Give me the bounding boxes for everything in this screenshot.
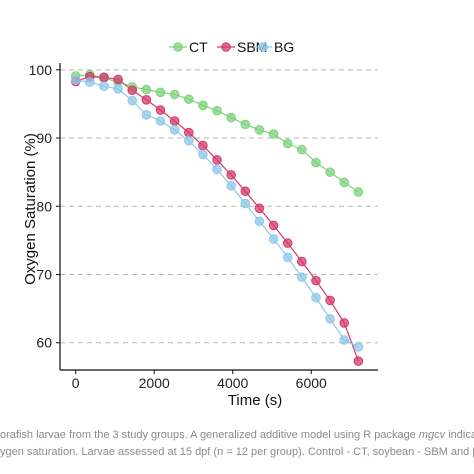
data-point-ct	[169, 89, 180, 100]
data-point-ct	[155, 87, 166, 98]
legend-item-sbm: SBM	[217, 39, 267, 55]
legend-marker-sbm	[221, 42, 231, 52]
data-point-ct	[226, 112, 236, 123]
data-point-sbm	[325, 295, 335, 306]
data-point-bg	[325, 314, 335, 324]
series-points-sbm	[70, 71, 364, 366]
data-point-ct	[240, 119, 251, 130]
data-point-sbm	[155, 105, 166, 115]
data-point-sbm	[198, 140, 208, 151]
legend-marker-bg	[258, 42, 268, 52]
data-point-sbm	[169, 116, 180, 126]
series-points-bg	[70, 75, 364, 352]
series-line-bg	[75, 79, 359, 348]
data-point-bg	[183, 135, 194, 146]
data-point-bg	[212, 164, 222, 175]
data-point-ct	[353, 187, 364, 197]
data-point-bg	[99, 81, 109, 91]
legend-marker-ct	[173, 42, 183, 52]
x-axis-label: Time (s)	[228, 392, 282, 409]
data-point-bg	[254, 216, 265, 227]
legend-item-ct: CT	[169, 39, 208, 55]
series-line-sbm	[75, 75, 359, 362]
caption-text: orafish larvae from the 3 study groups. …	[0, 429, 419, 441]
data-point-sbm	[353, 356, 364, 366]
data-point-bg	[127, 95, 138, 106]
grid-lines	[60, 69, 378, 344]
data-point-bg	[113, 84, 123, 94]
data-point-sbm	[212, 155, 222, 165]
figure-caption-line-2: ygen saturation. Larvae assessed at 15 d…	[0, 446, 474, 458]
data-point-sbm	[183, 127, 194, 138]
data-point-bg	[311, 292, 321, 303]
data-point-ct	[297, 144, 307, 155]
x-tick-label: 4000	[217, 375, 248, 391]
data-point-sbm	[99, 72, 109, 83]
y-tick-label: 70	[36, 266, 52, 282]
data-point-bg	[141, 110, 152, 120]
data-point-ct	[311, 157, 321, 168]
data-point-sbm	[339, 318, 350, 328]
data-point-bg	[268, 234, 279, 244]
data-point-sbm	[268, 220, 279, 231]
data-point-ct	[282, 138, 293, 149]
data-point-ct	[325, 167, 335, 177]
figure-caption-line-1: orafish larvae from the 3 study groups. …	[0, 429, 474, 441]
data-point-bg	[155, 116, 166, 126]
series-bg	[75, 79, 359, 348]
data-point-ct	[339, 177, 350, 188]
legend-label-sbm: SBM	[237, 39, 267, 55]
legend-label-bg: BG	[274, 39, 294, 55]
data-point-bg	[353, 342, 364, 352]
legend-label-ct: CT	[189, 39, 208, 55]
data-point-sbm	[282, 238, 293, 248]
data-point-sbm	[254, 203, 265, 214]
data-point-bg	[85, 77, 95, 87]
data-point-bg	[240, 198, 251, 209]
data-point-sbm	[297, 256, 307, 267]
y-tick-label: 60	[36, 335, 52, 351]
data-point-sbm	[226, 170, 236, 180]
data-point-ct	[254, 125, 265, 135]
x-tick-label: 6000	[296, 375, 327, 391]
series-sbm	[75, 75, 359, 362]
data-point-sbm	[141, 95, 152, 105]
data-point-ct	[183, 94, 194, 104]
data-point-sbm	[127, 85, 138, 96]
data-point-bg	[282, 252, 293, 263]
data-point-ct	[198, 100, 208, 111]
series-layer	[70, 69, 364, 366]
x-tick-label: 2000	[139, 375, 170, 391]
y-tick-label: 90	[36, 130, 52, 146]
data-point-sbm	[113, 74, 123, 85]
y-tick-label: 100	[29, 62, 53, 78]
data-point-sbm	[240, 186, 251, 197]
data-point-ct	[268, 129, 279, 139]
data-point-bg	[198, 149, 208, 160]
data-point-bg	[70, 75, 81, 85]
data-point-bg	[226, 181, 236, 191]
caption-italic-text: mgcv	[418, 429, 446, 441]
y-tick-label: 80	[36, 198, 52, 214]
data-point-ct	[212, 105, 222, 116]
legend: CT SBM BG	[169, 39, 294, 55]
data-point-sbm	[311, 275, 321, 286]
data-point-bg	[339, 335, 350, 345]
legend-item-bg: BG	[254, 39, 294, 55]
y-axis-label: Oxygen Saturation (%)	[22, 133, 39, 285]
data-point-bg	[169, 125, 180, 135]
caption-text-end: indicated s	[448, 429, 474, 441]
data-point-bg	[297, 272, 307, 283]
axes: 60 70 80 90 100 0 2000 4000 6000	[29, 62, 378, 391]
data-point-ct	[141, 84, 152, 95]
x-tick-label: 0	[72, 375, 80, 391]
